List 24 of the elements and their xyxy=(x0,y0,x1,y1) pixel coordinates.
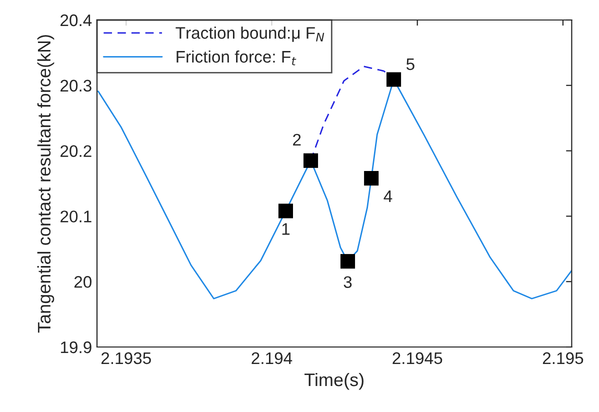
legend-label: Traction bound:μ F$_{N}$ xyxy=(176,26,324,42)
y-tick-label: 20.3 xyxy=(60,80,92,92)
y-tick-label: 19.9 xyxy=(60,341,92,354)
legend-label: Friction force: F$_{t}$ xyxy=(176,50,296,66)
annotation: 3 xyxy=(344,276,352,288)
annotation: 2 xyxy=(293,134,301,146)
point xyxy=(303,153,318,168)
x-tick-label: 2.1935 xyxy=(101,352,151,364)
annotation: 5 xyxy=(406,58,414,70)
point xyxy=(340,254,356,269)
point xyxy=(386,72,402,87)
x-axis-title: Time(s) xyxy=(304,372,364,390)
y-tick-label: 20.2 xyxy=(60,145,92,158)
point xyxy=(278,204,293,218)
x-tick-label: 2.194 xyxy=(252,352,292,364)
x-tick-label: 2.1945 xyxy=(392,352,442,364)
y-tick-label: 20.4 xyxy=(60,14,92,26)
y-tick-label: 20 xyxy=(74,276,92,288)
point xyxy=(364,170,379,186)
y-tick-label: 20.1 xyxy=(60,210,92,222)
annotation: 1 xyxy=(282,223,290,235)
annotation: 4 xyxy=(384,190,392,202)
y-axis-title: Tangential contact resultant force(kN) xyxy=(37,35,54,333)
x-tick-label: 2.195 xyxy=(542,352,584,364)
